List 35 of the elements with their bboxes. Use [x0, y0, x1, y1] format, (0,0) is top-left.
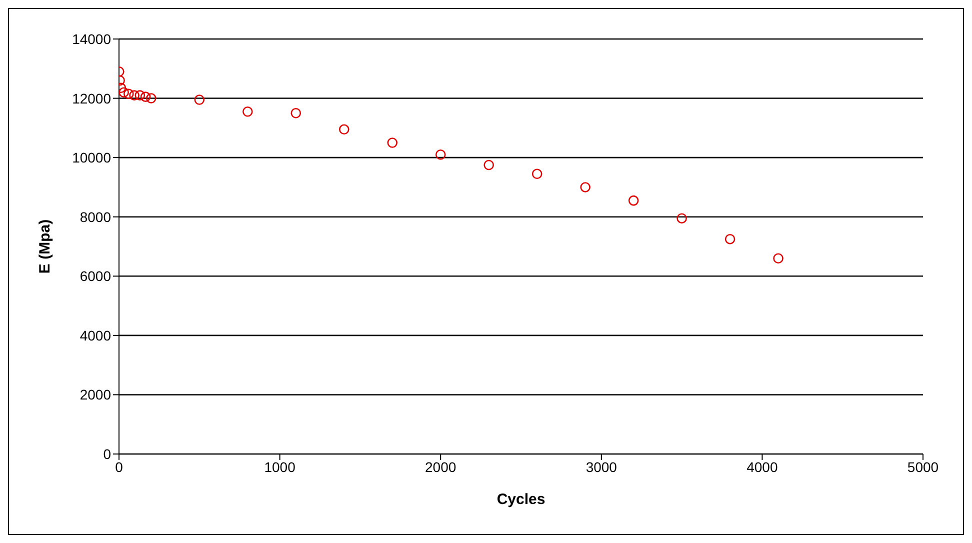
y-axis-title: E (Mpa)	[36, 219, 54, 274]
point	[129, 90, 140, 100]
point	[119, 87, 129, 98]
point	[628, 195, 639, 206]
point	[484, 160, 494, 170]
x-tick-label: 0	[115, 458, 124, 475]
point	[242, 106, 253, 117]
x-tick-label: 4000	[746, 458, 778, 475]
point	[140, 92, 151, 102]
point	[435, 149, 446, 160]
point	[134, 90, 146, 100]
point	[387, 138, 398, 148]
point	[724, 234, 736, 244]
y-tick-label: 2000	[80, 386, 112, 403]
x-tick-label: 5000	[907, 458, 939, 475]
y-tick-label: 12000	[72, 90, 112, 106]
point	[580, 182, 590, 192]
point	[532, 168, 542, 180]
point	[338, 124, 350, 135]
y-tick-label: 6000	[80, 268, 112, 284]
y-tick-label: 8000	[80, 208, 112, 225]
point	[676, 213, 687, 224]
x-tick-label: 1000	[264, 458, 296, 475]
point	[146, 93, 156, 104]
y-tick-label: 0	[103, 446, 112, 462]
y-tick-label: 10000	[72, 150, 112, 166]
point	[773, 253, 784, 264]
x-tick-label: 2000	[425, 458, 456, 475]
y-tick-label: 14000	[72, 30, 112, 47]
x-axis-title: Cycles	[496, 491, 546, 508]
point	[290, 108, 302, 118]
y-tick-label: 4000	[80, 327, 112, 344]
point	[124, 88, 134, 99]
point	[194, 94, 205, 105]
x-tick-label: 3000	[586, 458, 618, 475]
